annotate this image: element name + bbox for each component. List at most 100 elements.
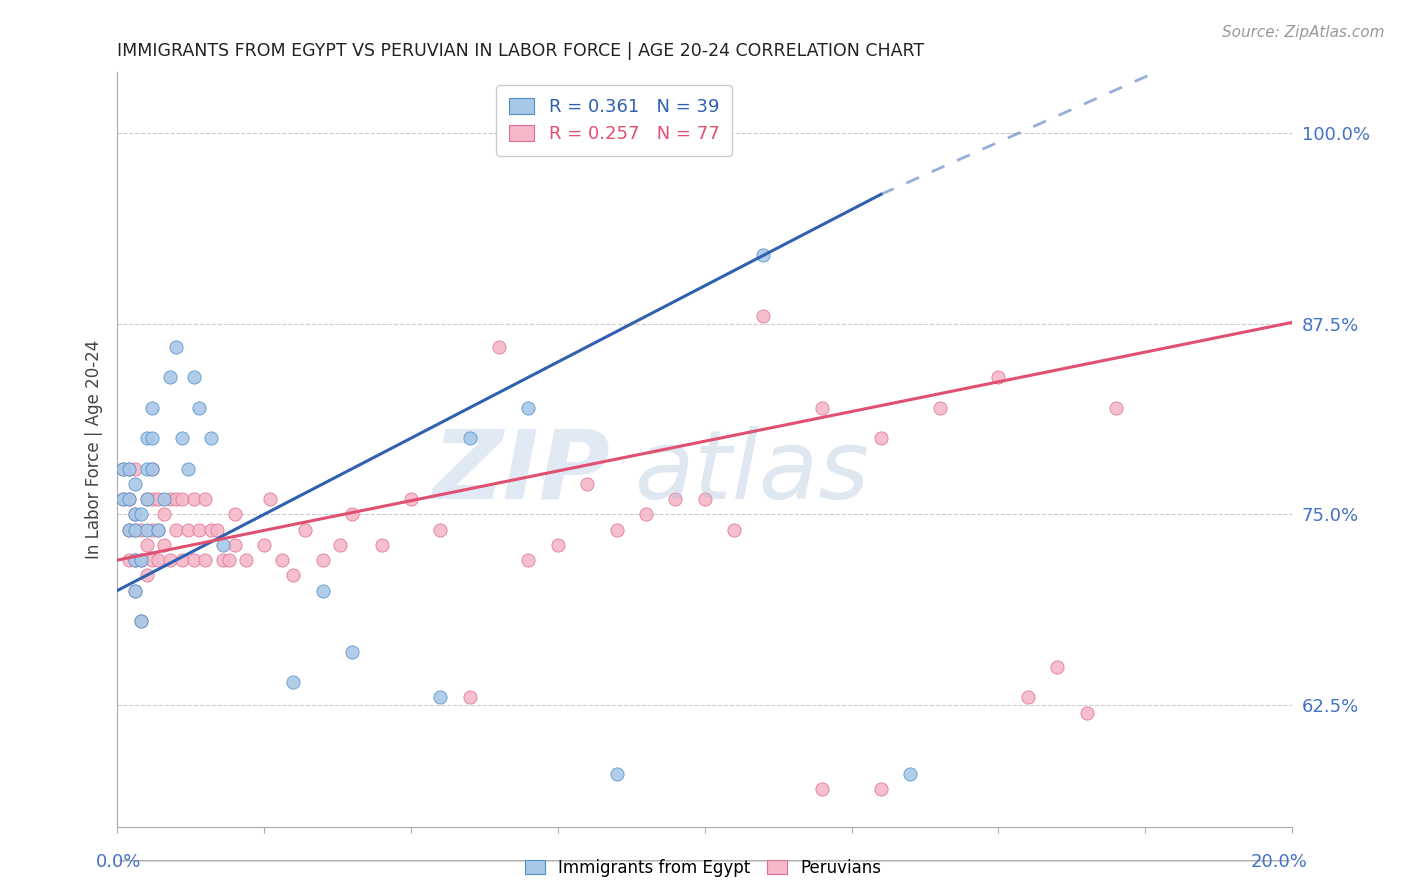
Point: [141, 401, 163, 415]
Point: [576, 477, 599, 491]
Point: [129, 523, 152, 537]
Point: [987, 370, 1010, 384]
Point: [183, 370, 205, 384]
Text: Source: ZipAtlas.com: Source: ZipAtlas.com: [1222, 25, 1385, 40]
Point: [124, 523, 146, 537]
Point: [153, 492, 176, 507]
Point: [870, 781, 893, 796]
Point: [124, 477, 146, 491]
Point: [188, 523, 211, 537]
Point: [200, 523, 222, 537]
Point: [159, 492, 181, 507]
Point: [129, 553, 152, 567]
Point: [488, 340, 510, 354]
Point: [340, 644, 363, 658]
Point: [176, 461, 198, 475]
Point: [159, 370, 181, 384]
Text: 0.0%: 0.0%: [96, 853, 141, 871]
Point: [112, 492, 135, 507]
Point: [200, 431, 222, 445]
Point: [634, 508, 657, 522]
Point: [270, 553, 292, 567]
Point: [176, 523, 198, 537]
Point: [135, 568, 157, 582]
Legend: R = 0.361   N = 39, R = 0.257   N = 77: R = 0.361 N = 39, R = 0.257 N = 77: [496, 86, 733, 156]
Point: [112, 461, 135, 475]
Point: [340, 508, 363, 522]
Point: [294, 523, 316, 537]
Point: [141, 553, 163, 567]
Point: [112, 492, 135, 507]
Point: [194, 553, 217, 567]
Point: [752, 310, 775, 324]
Point: [118, 523, 141, 537]
Point: [118, 553, 141, 567]
Point: [118, 523, 141, 537]
Point: [124, 583, 146, 598]
Point: [212, 538, 235, 552]
Point: [693, 492, 716, 507]
Point: [458, 690, 481, 705]
Point: [135, 492, 157, 507]
Point: [517, 401, 540, 415]
Point: [517, 553, 540, 567]
Point: [153, 538, 176, 552]
Point: [429, 690, 451, 705]
Point: [811, 401, 834, 415]
Text: IMMIGRANTS FROM EGYPT VS PERUVIAN IN LABOR FORCE | AGE 20-24 CORRELATION CHART: IMMIGRANTS FROM EGYPT VS PERUVIAN IN LAB…: [117, 42, 924, 60]
Point: [212, 553, 235, 567]
Point: [135, 538, 157, 552]
Point: [118, 492, 141, 507]
Point: [283, 568, 305, 582]
Point: [183, 553, 205, 567]
Point: [183, 492, 205, 507]
Point: [135, 492, 157, 507]
Point: [547, 538, 569, 552]
Point: [188, 401, 211, 415]
Point: [135, 523, 157, 537]
Point: [399, 492, 422, 507]
Point: [458, 431, 481, 445]
Point: [118, 492, 141, 507]
Point: [124, 461, 146, 475]
Point: [124, 508, 146, 522]
Point: [141, 523, 163, 537]
Point: [153, 508, 176, 522]
Point: [148, 553, 170, 567]
Point: [141, 461, 163, 475]
Point: [664, 492, 686, 507]
Point: [159, 553, 181, 567]
Text: atlas: atlas: [634, 425, 869, 519]
Point: [141, 431, 163, 445]
Text: 20.0%: 20.0%: [1251, 853, 1308, 871]
Point: [129, 614, 152, 628]
Point: [224, 538, 246, 552]
Point: [141, 492, 163, 507]
Text: ZIP: ZIP: [433, 425, 610, 519]
Point: [148, 492, 170, 507]
Point: [723, 523, 745, 537]
Point: [170, 431, 193, 445]
Point: [811, 781, 834, 796]
Point: [165, 523, 187, 537]
Point: [429, 523, 451, 537]
Point: [148, 523, 170, 537]
Legend: Immigrants from Egypt, Peruvians: Immigrants from Egypt, Peruvians: [517, 853, 889, 884]
Point: [283, 675, 305, 690]
Point: [312, 583, 335, 598]
Point: [259, 492, 281, 507]
Point: [870, 431, 893, 445]
Point: [606, 766, 628, 780]
Point: [606, 523, 628, 537]
Point: [928, 401, 950, 415]
Y-axis label: In Labor Force | Age 20-24: In Labor Force | Age 20-24: [86, 340, 103, 559]
Point: [224, 508, 246, 522]
Point: [1076, 706, 1098, 720]
Point: [112, 461, 135, 475]
Point: [235, 553, 257, 567]
Point: [124, 553, 146, 567]
Point: [170, 492, 193, 507]
Point: [124, 523, 146, 537]
Point: [165, 492, 187, 507]
Point: [124, 508, 146, 522]
